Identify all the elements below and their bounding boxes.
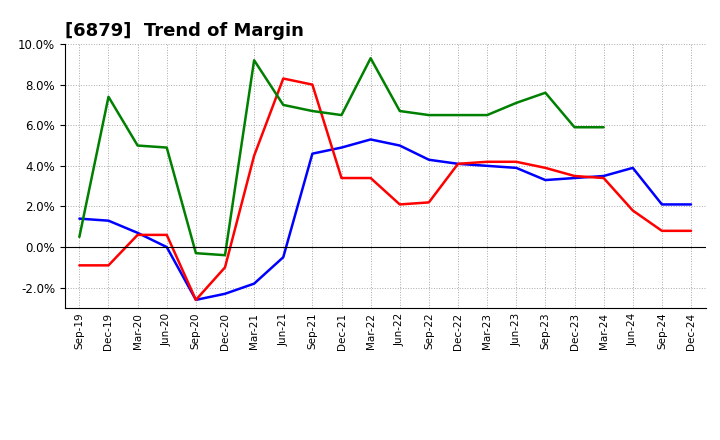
Operating Cashflow: [599, 125, 608, 130]
Ordinary Income: [512, 165, 521, 171]
Ordinary Income: [366, 137, 375, 142]
Operating Cashflow: [337, 113, 346, 118]
Ordinary Income: [425, 157, 433, 162]
Ordinary Income: [629, 165, 637, 171]
Ordinary Income: [220, 291, 229, 297]
Ordinary Income: [687, 202, 696, 207]
Ordinary Income: [192, 297, 200, 303]
Operating Cashflow: [395, 108, 404, 114]
Line: Ordinary Income: Ordinary Income: [79, 139, 691, 300]
Net Income: [104, 263, 113, 268]
Operating Cashflow: [454, 113, 462, 118]
Net Income: [279, 76, 287, 81]
Operating Cashflow: [366, 55, 375, 61]
Ordinary Income: [308, 151, 317, 156]
Operating Cashflow: [425, 113, 433, 118]
Net Income: [366, 176, 375, 181]
Ordinary Income: [395, 143, 404, 148]
Ordinary Income: [541, 177, 550, 183]
Net Income: [483, 159, 492, 165]
Ordinary Income: [133, 230, 142, 235]
Operating Cashflow: [570, 125, 579, 130]
Ordinary Income: [250, 281, 258, 286]
Ordinary Income: [163, 245, 171, 250]
Net Income: [75, 263, 84, 268]
Ordinary Income: [104, 218, 113, 224]
Line: Net Income: Net Income: [79, 78, 691, 300]
Operating Cashflow: [512, 100, 521, 106]
Net Income: [163, 232, 171, 238]
Net Income: [395, 202, 404, 207]
Net Income: [629, 208, 637, 213]
Text: [6879]  Trend of Margin: [6879] Trend of Margin: [65, 22, 304, 40]
Net Income: [541, 165, 550, 171]
Net Income: [308, 82, 317, 87]
Ordinary Income: [75, 216, 84, 221]
Net Income: [599, 176, 608, 181]
Ordinary Income: [337, 145, 346, 150]
Ordinary Income: [279, 255, 287, 260]
Net Income: [220, 265, 229, 270]
Operating Cashflow: [483, 113, 492, 118]
Ordinary Income: [570, 176, 579, 181]
Ordinary Income: [454, 161, 462, 166]
Net Income: [454, 161, 462, 166]
Operating Cashflow: [192, 250, 200, 256]
Net Income: [250, 153, 258, 158]
Operating Cashflow: [133, 143, 142, 148]
Ordinary Income: [599, 173, 608, 179]
Net Income: [425, 200, 433, 205]
Line: Operating Cashflow: Operating Cashflow: [79, 58, 603, 255]
Net Income: [570, 173, 579, 179]
Operating Cashflow: [163, 145, 171, 150]
Net Income: [687, 228, 696, 234]
Operating Cashflow: [220, 253, 229, 258]
Net Income: [657, 228, 666, 234]
Net Income: [512, 159, 521, 165]
Net Income: [337, 176, 346, 181]
Operating Cashflow: [250, 58, 258, 63]
Operating Cashflow: [308, 108, 317, 114]
Ordinary Income: [483, 163, 492, 169]
Operating Cashflow: [279, 102, 287, 107]
Net Income: [133, 232, 142, 238]
Operating Cashflow: [75, 234, 84, 239]
Ordinary Income: [657, 202, 666, 207]
Net Income: [192, 297, 200, 303]
Operating Cashflow: [541, 90, 550, 95]
Operating Cashflow: [104, 94, 113, 99]
